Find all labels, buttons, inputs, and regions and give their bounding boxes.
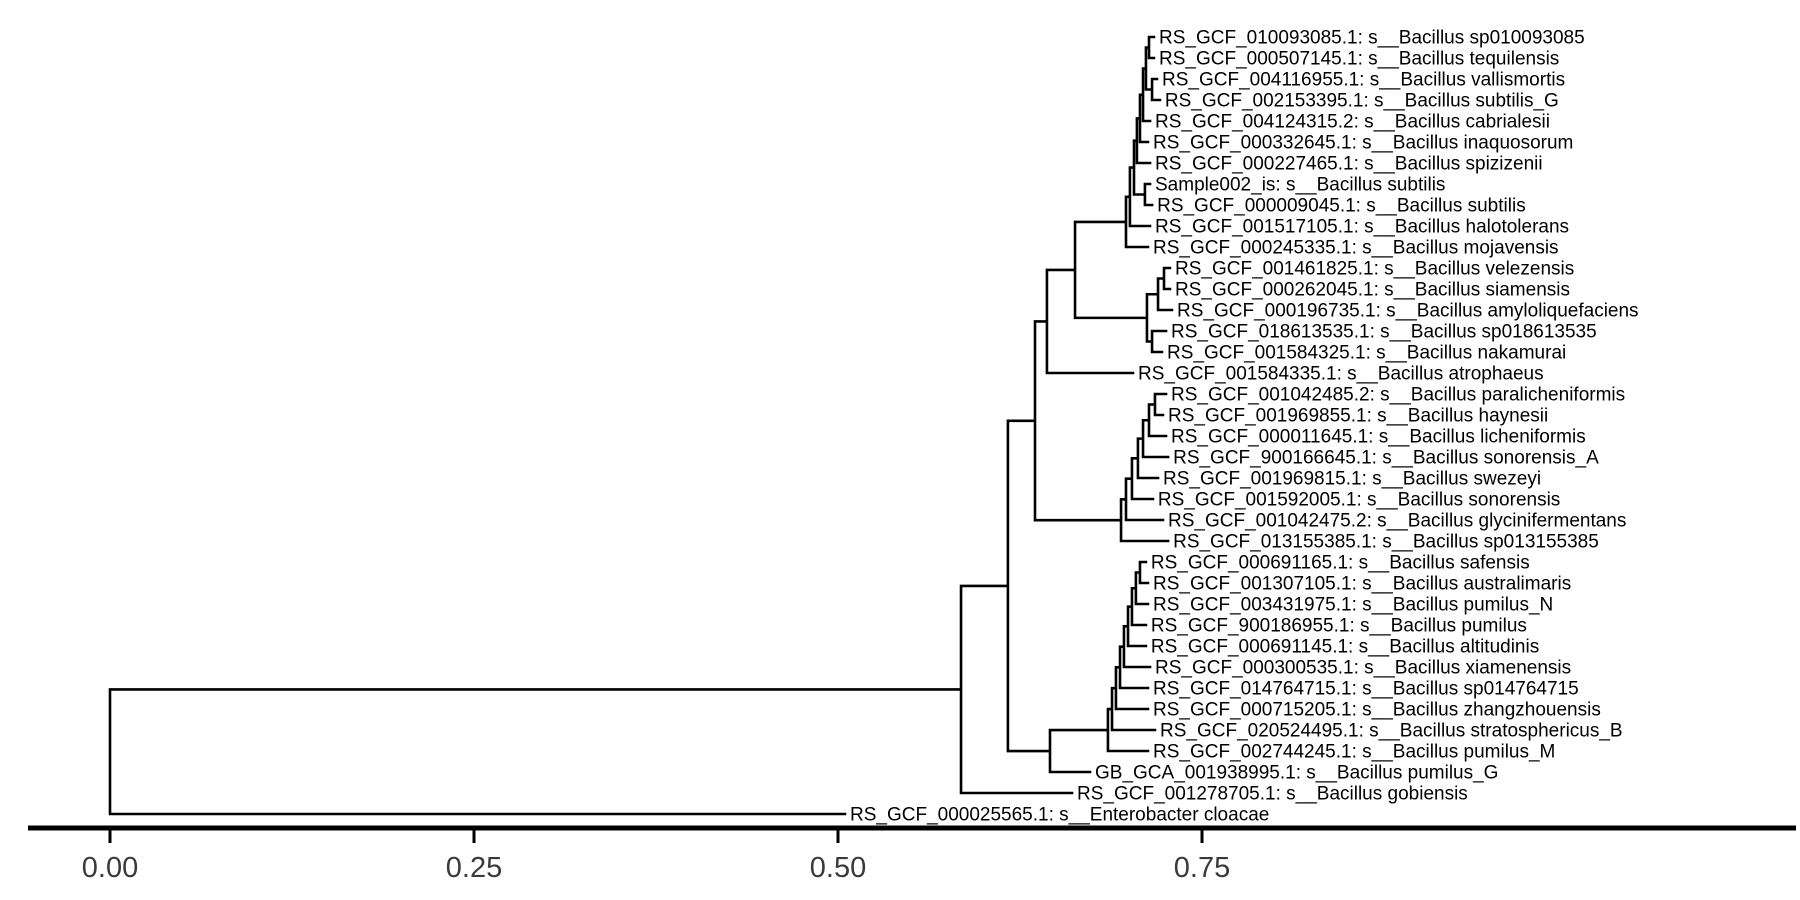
leaf-label: RS_GCF_003431975.1: s__Bacillus pumilus_…: [1153, 595, 1553, 616]
leaf-label: RS_GCF_014764715.1: s__Bacillus sp014764…: [1153, 679, 1579, 700]
leaf-label: RS_GCF_000715205.1: s__Bacillus zhangzho…: [1153, 700, 1601, 721]
leaf-label: RS_GCF_000332645.1: s__Bacillus inaquoso…: [1153, 133, 1573, 154]
leaf-label: RS_GCF_004124315.2: s__Bacillus cabriale…: [1155, 112, 1550, 133]
leaf-label: RS_GCF_002153395.1: s__Bacillus subtilis…: [1165, 91, 1559, 112]
leaf-label: RS_GCF_013155385.1: s__Bacillus sp013155…: [1173, 532, 1599, 553]
leaf-label: RS_GCF_010093085.1: s__Bacillus sp010093…: [1159, 28, 1585, 49]
leaf-label: RS_GCF_001592005.1: s__Bacillus sonorens…: [1158, 490, 1560, 511]
leaf-label: RS_GCF_000245335.1: s__Bacillus mojavens…: [1153, 238, 1559, 259]
leaf-label: RS_GCF_000262045.1: s__Bacillus siamensi…: [1175, 280, 1570, 301]
leaf-label: RS_GCF_000227465.1: s__Bacillus spizizen…: [1155, 154, 1543, 175]
leaf-label: RS_GCF_001042485.2: s__Bacillus paralich…: [1171, 385, 1625, 406]
leaf-label: RS_GCF_001517105.1: s__Bacillus halotole…: [1155, 217, 1569, 238]
leaf-label: RS_GCF_000300535.1: s__Bacillus xiamenen…: [1155, 658, 1571, 679]
leaf-label: RS_GCF_000009045.1: s__Bacillus subtilis: [1157, 196, 1526, 217]
x-axis-tick-label: 0.50: [810, 852, 866, 884]
leaf-label: RS_GCF_004116955.1: s__Bacillus vallismo…: [1162, 70, 1565, 91]
leaf-label: RS_GCF_001042475.2: s__Bacillus glycinif…: [1168, 511, 1626, 532]
leaf-label: RS_GCF_000691145.1: s__Bacillus altitudi…: [1151, 637, 1539, 658]
leaf-label: GB_GCA_001938995.1: s__Bacillus pumilus_…: [1095, 763, 1498, 784]
leaf-label: RS_GCF_018613535.1: s__Bacillus sp018613…: [1171, 322, 1597, 343]
leaf-label: Sample002_is: s__Bacillus subtilis: [1155, 175, 1445, 196]
leaf-label: RS_GCF_020524495.1: s__Bacillus stratosp…: [1160, 721, 1623, 742]
leaf-label: RS_GCF_001278705.1: s__Bacillus gobiensi…: [1077, 784, 1468, 805]
tree-branches: [108, 35, 1174, 816]
leaf-label: RS_GCF_000691165.1: s__Bacillus safensis: [1151, 553, 1530, 574]
leaf-label: RS_GCF_000025565.1: s__Enterobacter cloa…: [850, 805, 1269, 826]
x-axis-tick-label: 0.25: [446, 852, 502, 884]
x-axis-tick-label: 0.75: [1174, 852, 1230, 884]
leaf-label: RS_GCF_001969815.1: s__Bacillus swezeyi: [1163, 469, 1541, 490]
leaf-label: RS_GCF_000196735.1: s__Bacillus amyloliq…: [1177, 301, 1639, 322]
leaf-label: RS_GCF_001307105.1: s__Bacillus australi…: [1153, 574, 1571, 595]
x-axis-tick-label: 0.00: [82, 852, 138, 884]
leaf-label: RS_GCF_001584335.1: s__Bacillus atrophae…: [1138, 364, 1544, 385]
leaf-label: RS_GCF_001584325.1: s__Bacillus nakamura…: [1167, 343, 1566, 364]
leaf-label: RS_GCF_900166645.1: s__Bacillus sonorens…: [1173, 448, 1599, 469]
leaf-label: RS_GCF_002744245.1: s__Bacillus pumilus_…: [1153, 742, 1555, 763]
leaf-label: RS_GCF_000011645.1: s__Bacillus lichenif…: [1171, 427, 1586, 448]
leaf-label: RS_GCF_900186955.1: s__Bacillus pumilus: [1151, 616, 1527, 637]
leaf-label: RS_GCF_001461825.1: s__Bacillus velezens…: [1175, 259, 1574, 280]
leaf-label: RS_GCF_001969855.1: s__Bacillus haynesii: [1168, 406, 1548, 427]
leaf-label: RS_GCF_000507145.1: s__Bacillus tequilen…: [1159, 49, 1559, 70]
